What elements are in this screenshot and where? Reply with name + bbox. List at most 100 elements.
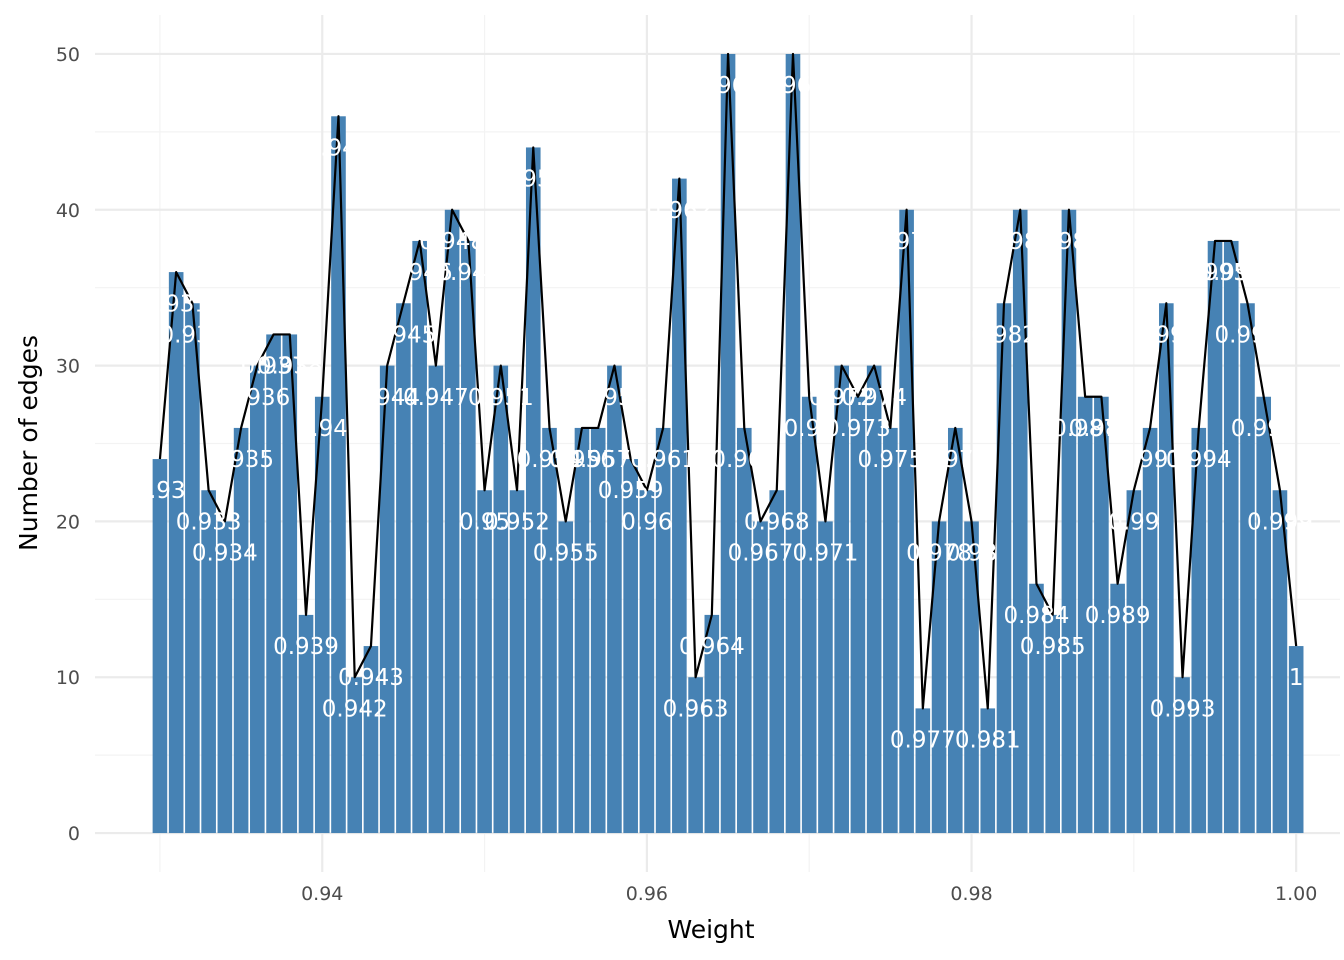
x-axis-title: Weight [667, 915, 754, 944]
bar-label: 0.942 [322, 696, 388, 722]
bar-label: 0.993 [1150, 696, 1216, 722]
bar-label: 0.946 [387, 260, 453, 286]
bar-label: 0.938 [257, 354, 323, 380]
bar [590, 427, 606, 834]
bar [250, 365, 265, 834]
bar [1191, 427, 1207, 834]
bar [1110, 583, 1125, 834]
bar-label: 0.982 [971, 322, 1037, 348]
bar-label: 0.965 [695, 73, 761, 99]
bar-label: 0.949 [435, 260, 501, 286]
bar-label: 0.931 [143, 291, 209, 317]
y-axis-ticks: 0 10 20 30 40 50 [56, 44, 80, 845]
bar [655, 427, 671, 834]
bar [753, 521, 768, 834]
bar-label: 0.974 [841, 385, 907, 411]
bar-label: 0.973 [825, 416, 891, 442]
y-tick-label: 40 [56, 200, 80, 222]
bar [850, 396, 866, 834]
bar-label: 0.99 [1108, 509, 1159, 535]
bar-label: 0.984 [1004, 603, 1070, 629]
bar [314, 396, 330, 834]
bar [1159, 303, 1174, 834]
bar [1012, 209, 1028, 834]
bar [428, 365, 444, 834]
bar [1175, 677, 1190, 834]
bar-label: 0.972 [809, 385, 875, 411]
bar [1223, 240, 1239, 834]
bar [818, 521, 833, 834]
bar [266, 334, 281, 834]
bar [720, 53, 736, 834]
bar [785, 53, 801, 834]
bar-label: 0.966 [711, 447, 777, 473]
x-tick-label: 1.00 [1275, 883, 1317, 905]
bar [509, 490, 525, 834]
bar [801, 396, 817, 834]
bar [282, 334, 298, 834]
bar [396, 303, 411, 834]
bar [298, 614, 314, 834]
bar-label: 0.961 [630, 447, 696, 473]
x-tick-label: 0.94 [301, 883, 343, 905]
bar-label: 0.952 [484, 509, 550, 535]
bar-label: 0.943 [338, 665, 404, 691]
bar [736, 427, 752, 834]
bar-label: 0.976 [874, 229, 940, 255]
bar-label: 1 [1289, 665, 1304, 691]
bar [1094, 396, 1109, 834]
bar [672, 178, 687, 834]
bar-label: 0.977 [890, 728, 956, 754]
bar-label: 0.941 [306, 135, 372, 161]
bar [233, 427, 249, 834]
bar-label: 0.955 [533, 541, 599, 567]
bar [461, 240, 476, 834]
bar-label: 0.932 [159, 322, 225, 348]
bar [574, 427, 590, 834]
bar-label: 0.971 [793, 541, 859, 567]
bar-label: 0.953 [500, 167, 566, 193]
bar-label: 0.978 [906, 541, 972, 567]
bars [152, 53, 1304, 834]
bar-label: 0.947 [403, 385, 469, 411]
bar [996, 303, 1012, 834]
bar [704, 614, 720, 834]
bar [493, 365, 509, 834]
bar [347, 677, 363, 834]
bar [1061, 209, 1077, 834]
bar-label: 0.958 [581, 385, 647, 411]
bar-label: 0.986 [1036, 229, 1102, 255]
bar-label: 0.945 [370, 322, 436, 348]
bar-label: 0.998 [1231, 416, 1297, 442]
bar [477, 490, 492, 834]
bar [607, 365, 622, 834]
bar [915, 708, 931, 834]
bar-label: 0.948 [419, 229, 485, 255]
bar [201, 490, 216, 834]
bar-label: 0.94 [297, 416, 348, 442]
bar [1126, 490, 1142, 834]
bar-label: 0.957 [565, 447, 631, 473]
bar [1272, 490, 1288, 834]
bar-label: 0.98 [946, 541, 997, 567]
bar-label: 0.991 [1117, 447, 1183, 473]
x-tick-label: 0.98 [950, 883, 992, 905]
bar [688, 677, 703, 834]
bar-labels: 0.930.9310.9320.9330.9340.9350.9360.9370… [134, 73, 1313, 753]
bar [1045, 614, 1060, 834]
y-tick-label: 30 [56, 356, 80, 378]
bar [834, 365, 849, 834]
bar-label: 0.979 [922, 447, 988, 473]
bar [558, 521, 574, 834]
bar-label: 0.956 [549, 447, 615, 473]
bar-label: 0.967 [728, 541, 794, 567]
bar-label: 0.987 [1052, 416, 1118, 442]
y-tick-label: 10 [56, 667, 80, 689]
bar-label: 0.985 [1020, 634, 1086, 660]
bar [185, 303, 200, 834]
bar [1240, 303, 1255, 834]
bar-label: 0.981 [955, 728, 1021, 754]
bar-label: 0.994 [1166, 447, 1232, 473]
bar-label: 0.992 [1133, 322, 1199, 348]
